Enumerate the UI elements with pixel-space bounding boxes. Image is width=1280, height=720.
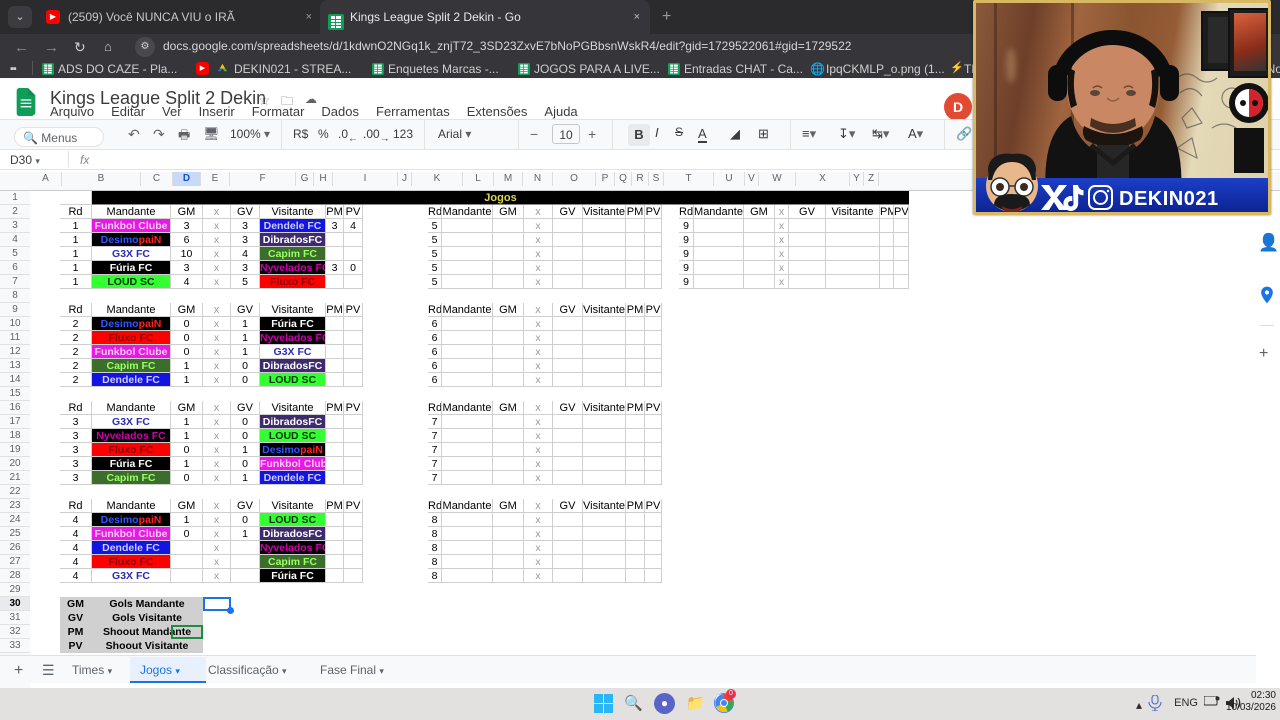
svg-text:DEKIN021: DEKIN021 xyxy=(1119,188,1219,210)
